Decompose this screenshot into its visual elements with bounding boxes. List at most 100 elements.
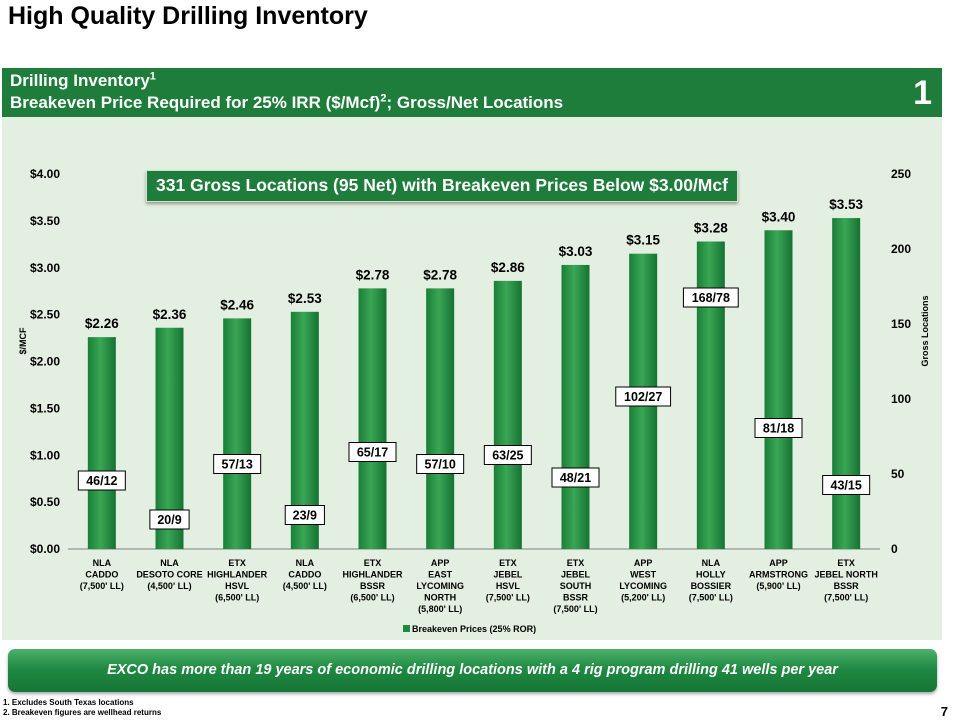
bar-value-label: $3.15: [626, 233, 660, 248]
category-label: APP: [769, 558, 788, 568]
bar-value-label: $2.78: [356, 267, 390, 282]
bar: [223, 318, 252, 549]
banner-subheading-text-a: Breakeven Price Required for 25% IRR ($/…: [10, 93, 381, 112]
category-label: (5,800' LL): [418, 604, 462, 614]
category-label: NLA: [296, 558, 315, 568]
y2-tick-label: 100: [891, 392, 911, 406]
locations-label: 57/10: [425, 458, 456, 472]
category-label: (4,500' LL): [283, 581, 327, 591]
locations-label: 43/15: [831, 479, 862, 493]
y2-tick-label: 150: [891, 317, 911, 331]
category-label: CADDO: [85, 570, 118, 580]
bar-value-label: $2.53: [288, 291, 322, 306]
category-label: APP: [431, 558, 450, 568]
locations-box: [284, 505, 325, 525]
category-label: (4,500' LL): [147, 581, 191, 591]
category-label: ETX: [567, 558, 585, 568]
locations-label: 57/13: [222, 458, 253, 472]
bar-value-label: $2.86: [491, 260, 525, 275]
footnote-ref-1: 1: [149, 70, 156, 83]
category-label: HOLLY: [696, 570, 726, 580]
category-label: JEBEL: [493, 570, 523, 580]
bar: [87, 337, 116, 549]
bar-value-label: $2.78: [423, 267, 457, 282]
locations-box: [682, 287, 739, 308]
locations-label: 168/78: [692, 291, 730, 305]
category-label: NLA: [160, 558, 179, 568]
category-label: ETX: [837, 558, 855, 568]
banner-heading: Drilling Inventory1: [10, 71, 156, 91]
footnote-ref-2: 2: [380, 92, 387, 105]
category-label: ETX: [228, 558, 246, 568]
category-label: (7,500' LL): [824, 593, 868, 603]
y2-tick-label: 250: [891, 167, 911, 181]
footnote-1: 1. Excludes South Texas locations: [3, 698, 134, 707]
bar: [832, 218, 861, 549]
summary-banner: EXCO has more than 19 years of economic …: [8, 649, 937, 692]
y-tick-label: $1.50: [30, 401, 60, 415]
locations-box: [483, 445, 532, 465]
category-label: (7,500' LL): [486, 593, 530, 603]
y-axis-title: $/MCF: [18, 327, 28, 355]
y-tick-label: $1.00: [30, 448, 60, 462]
category-label: HSVL: [225, 581, 250, 591]
locations-label: 65/17: [357, 446, 388, 460]
category-label: BOSSIER: [691, 581, 732, 591]
bar: [493, 280, 522, 549]
bar-value-label: $2.36: [153, 307, 187, 322]
category-label: (5,900' LL): [756, 581, 800, 591]
bar-value-label: $2.46: [220, 297, 254, 312]
y-tick-label: $4.00: [30, 167, 60, 181]
category-label: ETX: [499, 558, 517, 568]
category-label: HIGHLANDER: [343, 570, 403, 580]
category-label: EAST: [428, 570, 453, 580]
y2-tick-label: 200: [891, 242, 911, 256]
locations-box: [348, 442, 397, 462]
locations-box: [213, 454, 262, 474]
category-label: (5,200' LL): [621, 593, 665, 603]
y-tick-label: $3.50: [30, 214, 60, 228]
legend-swatch: [403, 625, 410, 632]
locations-box: [77, 470, 126, 491]
category-label: LYCOMING: [619, 581, 667, 591]
category-label: BSSR: [563, 593, 589, 603]
bar: [358, 288, 387, 549]
category-label: BSSR: [360, 581, 386, 591]
footnotes: 1. Excludes South Texas locations 2. Bre…: [3, 698, 161, 718]
category-label: HSVL: [496, 581, 521, 591]
category-label: (6,500' LL): [215, 593, 259, 603]
category-label: NLA: [93, 558, 112, 568]
category-label: NORTH: [424, 593, 456, 603]
category-label: (7,500' LL): [689, 593, 733, 603]
category-label: JEBEL NORTH: [814, 570, 877, 580]
bar-value-label: $3.40: [762, 209, 796, 224]
locations-box: [149, 509, 190, 530]
banner-heading-text: Drilling Inventory: [10, 71, 150, 90]
page-number: 7: [940, 704, 948, 719]
section-number: 1: [913, 74, 932, 112]
category-label: SOUTH: [560, 581, 592, 591]
footnote-2: 2. Breakeven figures are wellhead return…: [3, 708, 162, 717]
locations-box: [822, 475, 871, 495]
locations-label: 102/27: [624, 390, 662, 404]
category-label: (6,500' LL): [350, 593, 394, 603]
category-label: LYCOMING: [416, 581, 464, 591]
category-label: CADDO: [288, 570, 321, 580]
category-label: NLA: [702, 558, 721, 568]
locations-box: [754, 418, 803, 438]
locations-label: 81/18: [763, 422, 794, 436]
y-tick-label: $2.00: [30, 355, 60, 369]
banner-subheading-text-b: ; Gross/Net Locations: [386, 93, 564, 112]
category-label: BSSR: [834, 581, 860, 591]
y-tick-label: $2.50: [30, 308, 60, 322]
category-label: APP: [634, 558, 653, 568]
y-tick-label: $0.00: [30, 542, 60, 556]
locations-label: 46/12: [86, 474, 117, 488]
y2-axis-title: Gross Locations: [920, 295, 930, 366]
locations-label: 23/9: [293, 509, 317, 523]
bar: [764, 230, 793, 549]
category-label: (7,500' LL): [80, 581, 124, 591]
locations-label: 48/21: [560, 471, 591, 485]
y-tick-label: $3.00: [30, 261, 60, 275]
category-label: (7,500' LL): [553, 604, 597, 614]
